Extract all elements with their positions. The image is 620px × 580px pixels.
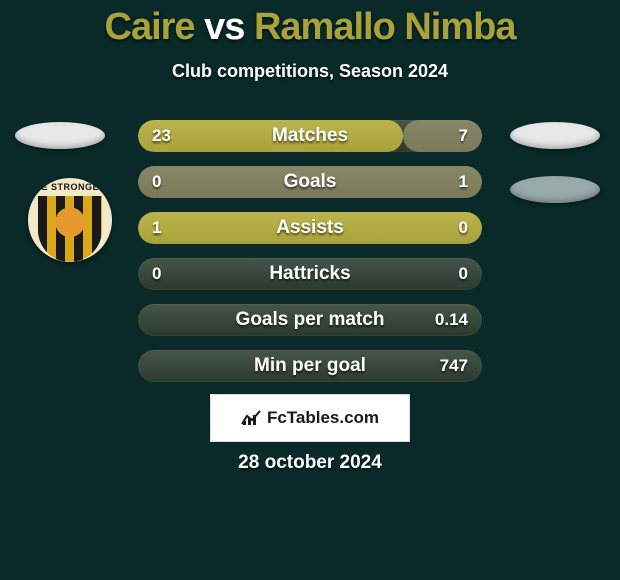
stat-value-right: 7 [459, 120, 468, 152]
stat-label: Assists [138, 212, 482, 244]
stat-value-left: 1 [152, 212, 161, 244]
stat-row: Goals0 1 [138, 166, 482, 198]
club-badge-emblem [52, 206, 88, 242]
chart-icon [241, 410, 261, 426]
stat-label: Min per goal [138, 350, 482, 382]
stat-row: Hattricks0 0 [138, 258, 482, 290]
attribution-text: FcTables.com [267, 408, 379, 428]
stat-value-right: 0 [459, 258, 468, 290]
comparison-title: Caire vs Ramallo Nimba [0, 0, 620, 49]
club-badge: HE STRONGES [28, 178, 112, 262]
player2-avatar-placeholder-2 [510, 176, 600, 203]
stat-value-left: 23 [152, 120, 171, 152]
stat-value-left: 0 [152, 258, 161, 290]
club-badge-text: HE STRONGES [28, 178, 112, 196]
stat-row: Min per goal747 [138, 350, 482, 382]
stat-row: Matches23 7 [138, 120, 482, 152]
vs-text: vs [204, 6, 244, 48]
stat-value-right: 1 [459, 166, 468, 198]
footer-date: 28 october 2024 [0, 452, 620, 474]
stats-container: Matches237Goals01Assists10Hattricks00Goa… [138, 120, 482, 396]
stat-value-right: 0.14 [435, 304, 468, 336]
stat-row: Assists1 0 [138, 212, 482, 244]
stat-value-right: 747 [440, 350, 468, 382]
player2-name: Ramallo Nimba [254, 6, 516, 48]
stat-label: Goals [138, 166, 482, 198]
stat-value-right: 0 [459, 212, 468, 244]
player1-avatar-placeholder [15, 122, 105, 149]
subtitle: Club competitions, Season 2024 [0, 61, 620, 82]
stat-label: Hattricks [138, 258, 482, 290]
stat-label: Matches [138, 120, 482, 152]
player2-avatar-placeholder-1 [510, 122, 600, 149]
stat-row: Goals per match0.14 [138, 304, 482, 336]
player1-name: Caire [105, 6, 195, 48]
attribution-badge: FcTables.com [210, 394, 410, 442]
stat-label: Goals per match [138, 304, 482, 336]
stat-value-left: 0 [152, 166, 161, 198]
